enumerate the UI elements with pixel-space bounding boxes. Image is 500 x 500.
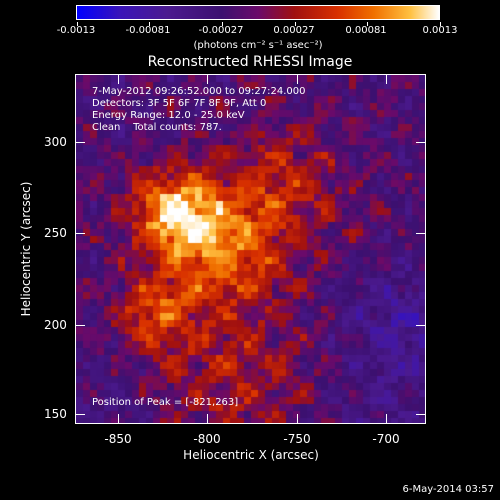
annotation-detectors: Detectors: 3F 5F 6F 7F 8F 9F, Att 0 bbox=[92, 98, 267, 109]
annotation-peak-position: Position of Peak = [-821,263] bbox=[92, 397, 239, 408]
tick-mark bbox=[76, 414, 85, 415]
tick-mark bbox=[416, 142, 425, 143]
tick-mark bbox=[416, 325, 425, 326]
tick-mark bbox=[76, 325, 85, 326]
colorbar-tickmark bbox=[295, 22, 296, 26]
colorbar-tick: -0.0013 bbox=[56, 25, 96, 36]
tick-mark bbox=[416, 233, 425, 234]
x-axis-label: Heliocentric X (arcsec) bbox=[183, 448, 319, 462]
chart-title: Reconstructed RHESSI Image bbox=[147, 54, 353, 70]
tick-mark bbox=[76, 233, 85, 234]
colorbar-tickmark bbox=[440, 22, 441, 26]
y-tick-label: 300 bbox=[44, 135, 67, 149]
annotation-counts: Clean Total counts: 787. bbox=[92, 122, 222, 133]
x-tick-label: -750 bbox=[283, 432, 311, 446]
tick-mark bbox=[416, 414, 425, 415]
colorbar-tickmark bbox=[367, 22, 368, 26]
tick-mark bbox=[118, 75, 119, 84]
plot-area bbox=[75, 74, 426, 424]
colorbar-tickmark bbox=[77, 22, 78, 26]
tick-mark bbox=[386, 75, 387, 84]
x-tick-label: -850 bbox=[104, 432, 132, 446]
heatmap-image bbox=[76, 75, 425, 423]
y-tick-label: 250 bbox=[44, 226, 67, 240]
annotation-time-range: 7-May-2012 09:26:52.000 to 09:27:24.000 bbox=[92, 86, 306, 97]
x-tick-label: -700 bbox=[372, 432, 400, 446]
tick-mark bbox=[207, 75, 208, 84]
y-axis-label: Heliocentric Y (arcsec) bbox=[19, 181, 33, 317]
x-tick-label: -800 bbox=[193, 432, 221, 446]
colorbar-tick: 0.0013 bbox=[422, 25, 458, 36]
tick-mark bbox=[297, 75, 298, 84]
tick-mark bbox=[386, 414, 387, 423]
colorbar-tick: -0.00027 bbox=[198, 25, 244, 36]
colorbar bbox=[76, 5, 441, 26]
tick-mark bbox=[297, 414, 298, 423]
colorbar-units: (photons cm⁻² s⁻¹ asec⁻²) bbox=[193, 40, 323, 51]
annotation-energy-range: Energy Range: 12.0 - 25.0 keV bbox=[92, 110, 245, 121]
tick-mark bbox=[207, 414, 208, 423]
tick-mark bbox=[118, 414, 119, 423]
colorbar-tickmark bbox=[149, 22, 150, 26]
colorbar-tickmark bbox=[222, 22, 223, 26]
colorbar-tick: 0.00081 bbox=[345, 25, 387, 36]
colorbar-tick: -0.00081 bbox=[125, 25, 171, 36]
footer-date: 6-May-2014 03:57 bbox=[402, 484, 494, 495]
colorbar-tick: 0.00027 bbox=[273, 25, 315, 36]
y-tick-label: 150 bbox=[44, 407, 67, 421]
y-tick-label: 200 bbox=[44, 318, 67, 332]
tick-mark bbox=[76, 142, 85, 143]
